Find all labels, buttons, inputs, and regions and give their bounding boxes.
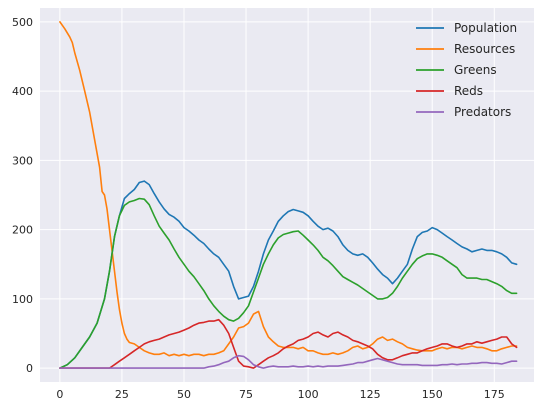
legend-label-population: Population	[454, 21, 517, 35]
y-tick-label: 0	[26, 362, 33, 375]
legend-label-predators: Predators	[454, 105, 511, 119]
legend-label-greens: Greens	[454, 63, 497, 77]
x-tick-label: 100	[298, 388, 319, 401]
legend: Population Resources Greens Reds Predators	[416, 21, 517, 119]
legend-label-resources: Resources	[454, 42, 515, 56]
y-tick-label: 300	[12, 154, 33, 167]
x-tick-label: 175	[484, 388, 505, 401]
x-tick-label: 50	[177, 388, 191, 401]
y-tick-label: 100	[12, 293, 33, 306]
y-axis: 0 100 200 300 400 500	[12, 16, 33, 375]
series-layer	[59, 21, 518, 369]
y-tick-label: 500	[12, 16, 33, 29]
series-line-population	[59, 180, 518, 369]
x-tick-label: 75	[239, 388, 253, 401]
legend-label-reds: Reds	[454, 84, 483, 98]
series-line-resources	[59, 21, 518, 357]
x-tick-label: 125	[360, 388, 381, 401]
series-line-greens	[59, 197, 518, 369]
y-tick-label: 400	[12, 85, 33, 98]
series-line-reds	[59, 318, 518, 369]
y-tick-label: 200	[12, 224, 33, 237]
series-line-predators	[59, 354, 518, 369]
x-tick-label: 25	[115, 388, 129, 401]
x-axis: 0 25 50 75 100 125 150 175	[56, 388, 504, 401]
x-tick-label: 150	[422, 388, 443, 401]
x-tick-label: 0	[56, 388, 63, 401]
